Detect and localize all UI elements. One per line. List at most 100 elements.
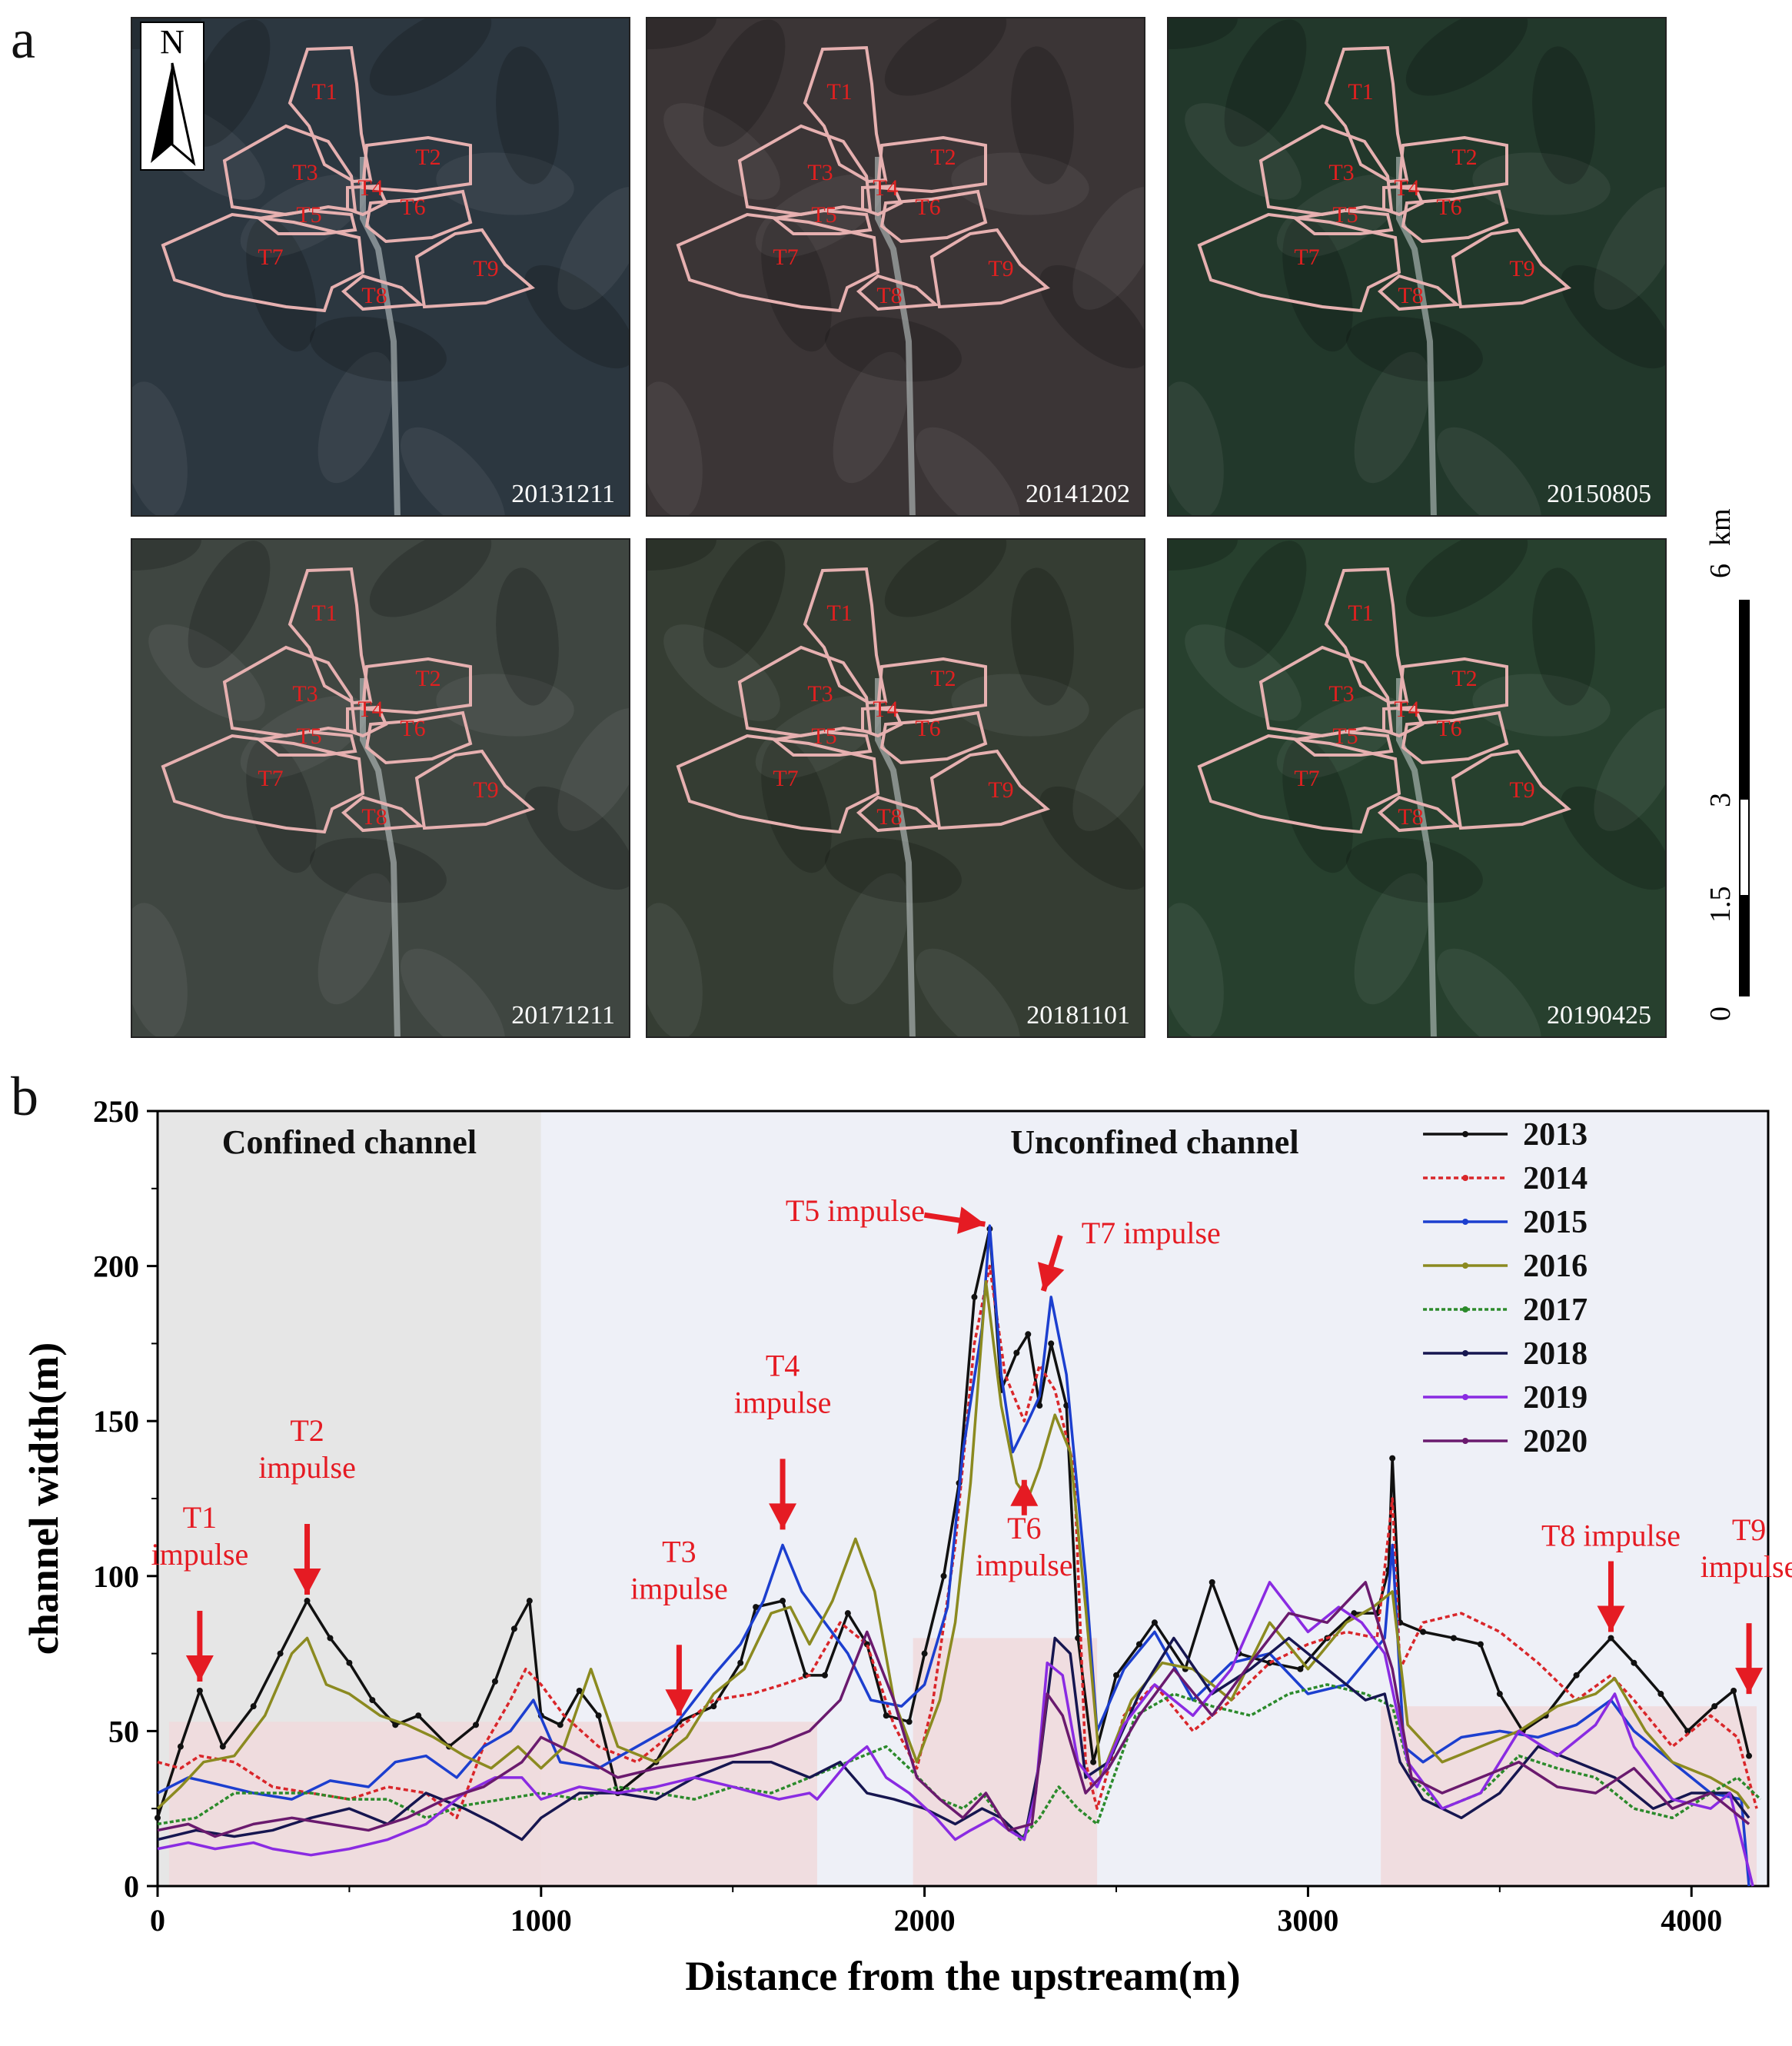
terrain-shade — [1346, 837, 1483, 903]
catchment-outline-T5 — [770, 730, 873, 757]
annotation-label: impulse — [976, 1548, 1073, 1582]
terrain-shade — [496, 46, 559, 185]
series-point-2013 — [346, 1659, 353, 1666]
terrain-shade — [1560, 264, 1665, 369]
catchment-label-T4: T4 — [873, 697, 898, 722]
annotation-arrow-head — [1037, 1262, 1065, 1291]
terrain-shade — [557, 187, 629, 310]
catchment-label-T7: T7 — [258, 766, 283, 791]
series-point-2013 — [155, 1815, 161, 1821]
image-date: 20171211 — [511, 1001, 615, 1030]
terrain-shade — [1437, 948, 1541, 1036]
scale-bar-black-low — [1739, 897, 1750, 996]
terrain-shade — [1169, 903, 1224, 1036]
series-point-2013 — [753, 1604, 760, 1611]
terrain-shade — [755, 174, 883, 258]
series-point-2013 — [1746, 1752, 1753, 1759]
terrain-shade — [647, 903, 703, 1036]
satellite-image-4: T1 T2 T3 T4 T5 T6 T7 T8 T9 20171211 — [131, 538, 630, 1038]
catchment-outline-T7 — [161, 212, 365, 313]
series-point-2013 — [1631, 1659, 1637, 1666]
annotation-arrow-head — [665, 1689, 693, 1716]
series-point-2013 — [1389, 1455, 1396, 1462]
catchment-label-T1: T1 — [311, 79, 337, 105]
terrain-shade — [188, 19, 271, 147]
x-tick-label: 1000 — [510, 1903, 572, 1938]
terrain-shade — [240, 174, 367, 258]
terrain-shade — [825, 316, 962, 382]
catchment-label-T3: T3 — [807, 681, 833, 707]
catchment-label-T2: T2 — [415, 666, 441, 691]
terrain-shade — [132, 540, 201, 571]
series-point-2013 — [821, 1672, 828, 1678]
catchment-label-T8: T8 — [361, 804, 387, 830]
catchment-outline-T9 — [1451, 228, 1571, 309]
satellite-image-1: T1 T2 T3 T4 T5 T6 T7 T8 T9 20131211 — [131, 17, 630, 517]
catchment-label-T9: T9 — [473, 777, 498, 803]
annotation-label: impulse — [1701, 1549, 1792, 1584]
terrain-shade — [1011, 46, 1074, 185]
legend-label-2017: 2017 — [1523, 1292, 1588, 1328]
legend-marker-2017 — [1462, 1306, 1469, 1312]
series-point-2013 — [1209, 1579, 1215, 1585]
catchment-outline-T4 — [1382, 705, 1425, 738]
terrain-shade — [1276, 695, 1404, 780]
terrain-shade — [1185, 624, 1302, 721]
series-point-2013 — [595, 1712, 602, 1719]
y-tick-label: 250 — [93, 1094, 139, 1129]
catchment-label-T9: T9 — [988, 777, 1013, 803]
satellite-image-3: T1 T2 T3 T4 T5 T6 T7 T8 T9 20150805 — [1167, 17, 1667, 517]
series-point-2013 — [971, 1293, 978, 1300]
catchment-outline-T9 — [929, 228, 1050, 309]
legend-marker-2019 — [1462, 1394, 1469, 1400]
terrain-shade — [663, 103, 780, 200]
highlight-box-1 — [168, 1722, 817, 1886]
y-tick-label: 50 — [108, 1714, 139, 1748]
series-point-2013 — [1711, 1703, 1718, 1710]
river-channel — [875, 157, 916, 515]
terrain-shade — [1354, 351, 1431, 484]
series-point-2013 — [491, 1678, 498, 1685]
annotation-arrow-head — [1735, 1668, 1764, 1695]
catchment-label-T8: T8 — [876, 283, 902, 308]
catchment-outline-T7 — [1197, 734, 1401, 834]
annotation-label: impulse — [258, 1450, 356, 1485]
annotation-label: impulse — [151, 1537, 249, 1572]
series-point-2013 — [1013, 1349, 1020, 1356]
annotation-arrow-head — [957, 1206, 986, 1234]
terrain-shade — [1282, 738, 1353, 873]
annotation-label: T7 impulse — [1082, 1216, 1221, 1250]
scale-tick-1-5: 1.5 — [1704, 886, 1737, 923]
legend-marker-2020 — [1462, 1438, 1469, 1444]
annotation-arrow-head — [1597, 1605, 1625, 1632]
x-axis-label: Distance from the upstream(m) — [685, 1953, 1240, 1999]
annotation-label: impulse — [630, 1571, 728, 1605]
terrain-shade — [1224, 19, 1307, 147]
catchment-label-T3: T3 — [292, 681, 318, 707]
image-date: 20141202 — [1026, 480, 1130, 508]
terrain-shade — [148, 624, 265, 721]
terrain-shade — [318, 351, 394, 484]
terrain-shade — [884, 540, 1007, 617]
series-point-2013 — [921, 1650, 928, 1657]
terrain-shade — [1072, 187, 1144, 310]
catchment-label-T6: T6 — [915, 716, 940, 741]
terrain-shade — [132, 903, 188, 1036]
terrain-shade — [557, 708, 629, 831]
terrain-shade — [1169, 381, 1224, 515]
legend-label-2018: 2018 — [1523, 1336, 1588, 1372]
catchment-label-T9: T9 — [473, 256, 498, 281]
legend-label-2020: 2020 — [1523, 1424, 1588, 1459]
catchment-outline-T8 — [856, 274, 939, 311]
terrain-shade — [916, 948, 1020, 1036]
terrain-shade — [1594, 187, 1665, 310]
catchment-outline-T4 — [861, 184, 903, 217]
river-channel — [875, 678, 916, 1036]
catchment-label-T8: T8 — [1398, 283, 1423, 308]
terrain-shade — [1039, 786, 1144, 890]
catchment-label-T6: T6 — [400, 195, 425, 220]
catchment-outline-T8 — [1377, 274, 1461, 311]
terrain-shade — [1405, 18, 1528, 96]
catchment-label-T7: T7 — [773, 766, 798, 791]
river-channel — [360, 157, 401, 515]
